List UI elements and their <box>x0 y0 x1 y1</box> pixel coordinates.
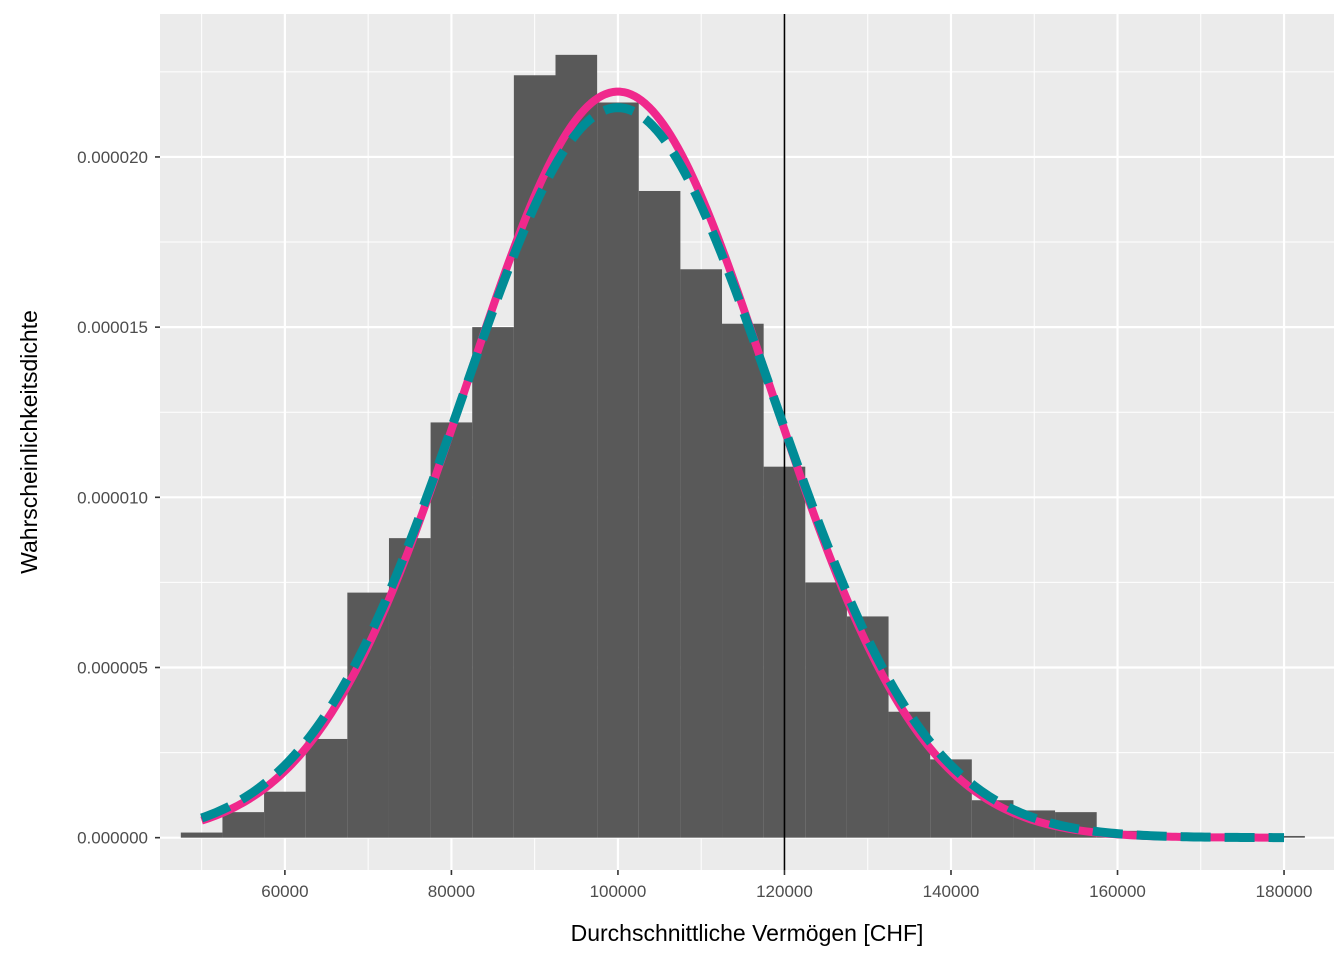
x-axis: 60000 80000 100000 120000 140000 160000 180000 <box>261 870 1312 901</box>
histogram-bar <box>722 323 764 838</box>
histogram-bar <box>1263 835 1305 838</box>
y-tick-label: 0.000020 <box>77 148 148 167</box>
histogram-bar <box>472 327 514 838</box>
y-axis: 0.000000 0.000005 0.000010 0.000015 0.000020 <box>77 148 160 848</box>
histogram-bar <box>222 812 265 838</box>
histogram-bar <box>597 102 639 838</box>
histogram-bar <box>680 269 723 838</box>
x-axis-title: Durchschnittliche Vermögen [CHF] <box>571 920 924 946</box>
histogram-bars <box>180 54 1305 838</box>
x-tick-label: 160000 <box>1089 882 1146 901</box>
histogram-bar <box>555 54 598 838</box>
y-tick-label: 0.000000 <box>77 829 148 848</box>
x-tick-label: 80000 <box>428 882 475 901</box>
x-tick-label: 100000 <box>590 882 647 901</box>
histogram-bar <box>638 190 681 838</box>
x-tick-label: 60000 <box>261 882 308 901</box>
x-tick-label: 120000 <box>756 882 813 901</box>
y-tick-label: 0.000005 <box>77 658 148 677</box>
histogram-bar <box>805 582 847 838</box>
histogram-bar <box>264 791 306 838</box>
x-tick-label: 180000 <box>1256 882 1313 901</box>
density-curve-dashed <box>200 103 1285 843</box>
y-tick-label: 0.000010 <box>77 488 148 507</box>
histogram-bar <box>305 738 348 838</box>
density-curves <box>200 87 1285 843</box>
histogram-bar <box>430 422 473 838</box>
histogram-bar <box>180 832 223 838</box>
histogram-bar <box>347 592 389 838</box>
y-axis-title: Wahrscheinlichkeitsdichte <box>16 310 42 574</box>
y-tick-label: 0.000015 <box>77 318 148 337</box>
x-tick-label: 140000 <box>923 882 980 901</box>
